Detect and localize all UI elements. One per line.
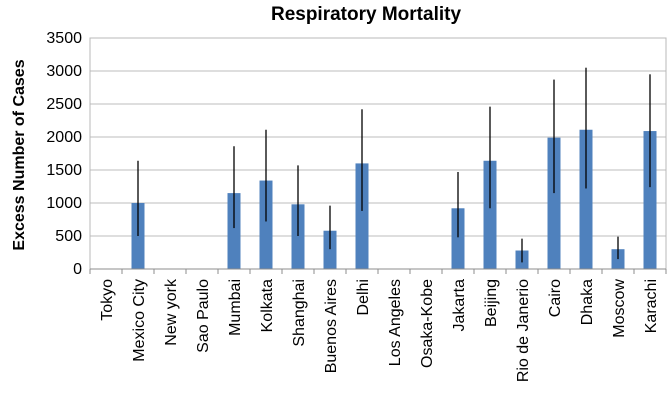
x-tick-label: Kolkata xyxy=(259,279,276,332)
x-tick-label: Moscow xyxy=(611,279,628,338)
bar xyxy=(323,230,337,269)
y-tick-label: 3000 xyxy=(46,63,82,80)
x-tick-label: Buenos Aires xyxy=(323,279,340,373)
x-tick-label: Osaka-Kobe xyxy=(419,279,436,368)
chart-title: Respiratory Mortality xyxy=(270,4,462,25)
x-tick-label: Mexico City xyxy=(131,279,148,362)
bar xyxy=(355,163,369,269)
x-tick-label: Mumbai xyxy=(227,279,244,336)
bars xyxy=(131,129,657,269)
y-tick-labels: 0 500 1000 1500 2000 2500 3000 3500 xyxy=(46,30,82,278)
bar xyxy=(643,131,657,269)
bar xyxy=(291,204,305,269)
bar xyxy=(547,137,561,269)
x-tick-label: Shanghai xyxy=(291,279,308,347)
x-tick-label: Tokyo xyxy=(99,279,116,321)
y-tick-label: 2000 xyxy=(46,129,82,146)
y-axis-title: Excess Number of Cases xyxy=(11,59,28,250)
x-tick-label: Dhaka xyxy=(579,279,596,325)
bar xyxy=(483,160,497,269)
error-bars xyxy=(137,67,651,263)
bar xyxy=(579,129,593,269)
x-tick-label: Beijing xyxy=(483,279,500,327)
y-tick-label: 1500 xyxy=(46,162,82,179)
bar xyxy=(227,193,241,269)
y-tick-label: 0 xyxy=(73,261,82,278)
x-tick-label: Sao Paulo xyxy=(195,279,212,353)
y-tick-label: 2500 xyxy=(46,96,82,113)
bar xyxy=(451,208,465,269)
x-tick-label: Karachi xyxy=(643,279,660,333)
axes xyxy=(89,37,667,274)
x-tick-label: Jakarta xyxy=(451,279,468,332)
x-tick-labels: Tokyo Mexico City New york Sao Paulo Mumbai K… xyxy=(99,278,660,382)
y-tick-label: 1000 xyxy=(46,195,82,212)
x-tick-label: Cairo xyxy=(547,279,564,317)
bar xyxy=(259,180,273,269)
y-tick-label: 3500 xyxy=(46,30,82,47)
x-tick-label: Los Angeles xyxy=(387,279,404,366)
x-tick-label: Delhi xyxy=(355,279,372,315)
x-tick-label: New york xyxy=(163,278,180,346)
x-tick-label: Rio de Janerio xyxy=(515,279,532,382)
y-tick-label: 500 xyxy=(55,228,82,245)
